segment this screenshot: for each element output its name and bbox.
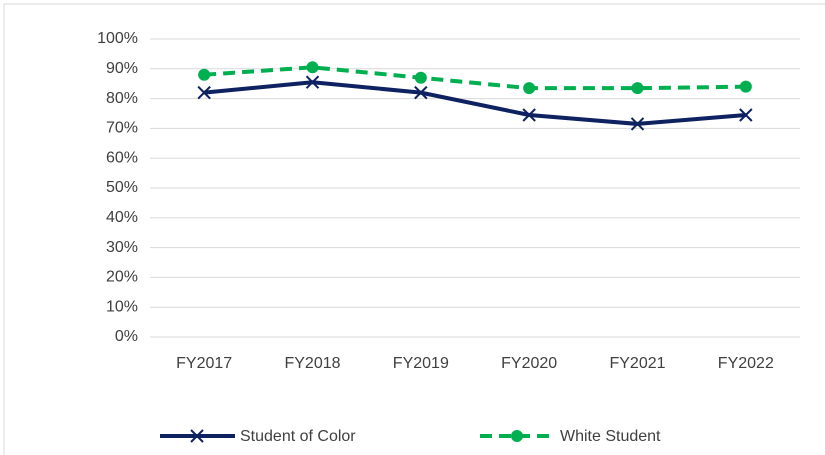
y-tick-label: 40%	[106, 209, 138, 226]
x-tick-label: FY2018	[284, 355, 340, 372]
chart-border	[3, 3, 825, 455]
series-marker	[197, 85, 211, 100]
legend-marker	[190, 429, 204, 443]
x-tick-label: FY2017	[176, 355, 232, 372]
series-line	[204, 65, 746, 91]
series-marker	[305, 75, 320, 89]
x-tick-label: FY2019	[393, 355, 449, 372]
x-tick-label: FY2021	[609, 355, 665, 372]
y-tick-label: 20%	[106, 269, 138, 286]
series-marker	[739, 108, 753, 122]
series-marker	[198, 68, 211, 81]
y-tick-label: 0%	[115, 328, 138, 345]
legend-label: White Student	[560, 428, 661, 445]
x-tick-label: FY2022	[718, 355, 774, 372]
y-tick-label: 80%	[106, 90, 138, 107]
y-tick-label: 10%	[106, 298, 138, 315]
y-tick-label: 90%	[106, 60, 138, 77]
y-tick-label: 60%	[106, 149, 138, 166]
y-tick-label: 70%	[106, 120, 138, 137]
y-tick-label: 50%	[106, 179, 138, 196]
series-marker	[522, 108, 536, 122]
series-line	[203, 80, 746, 126]
series-marker	[631, 82, 644, 95]
series-marker	[414, 85, 428, 100]
series-marker	[630, 117, 645, 131]
series-marker	[306, 61, 319, 74]
series-marker	[739, 80, 752, 93]
series-marker	[523, 82, 536, 95]
y-tick-label: 30%	[106, 239, 138, 256]
series-marker	[414, 71, 427, 84]
legend-label: Student of Color	[240, 428, 356, 445]
x-tick-label: FY2020	[501, 355, 557, 372]
legend-marker	[511, 430, 523, 442]
y-tick-label: 100%	[97, 30, 138, 47]
